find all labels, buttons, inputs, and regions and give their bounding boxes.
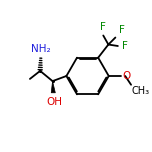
Text: F: F (119, 25, 125, 35)
Text: F: F (121, 41, 127, 51)
Text: CH₃: CH₃ (131, 86, 149, 96)
Text: NH₂: NH₂ (31, 44, 51, 54)
Text: F: F (100, 22, 106, 32)
Text: O: O (123, 71, 131, 81)
Text: OH: OH (46, 97, 62, 107)
Polygon shape (51, 81, 55, 93)
